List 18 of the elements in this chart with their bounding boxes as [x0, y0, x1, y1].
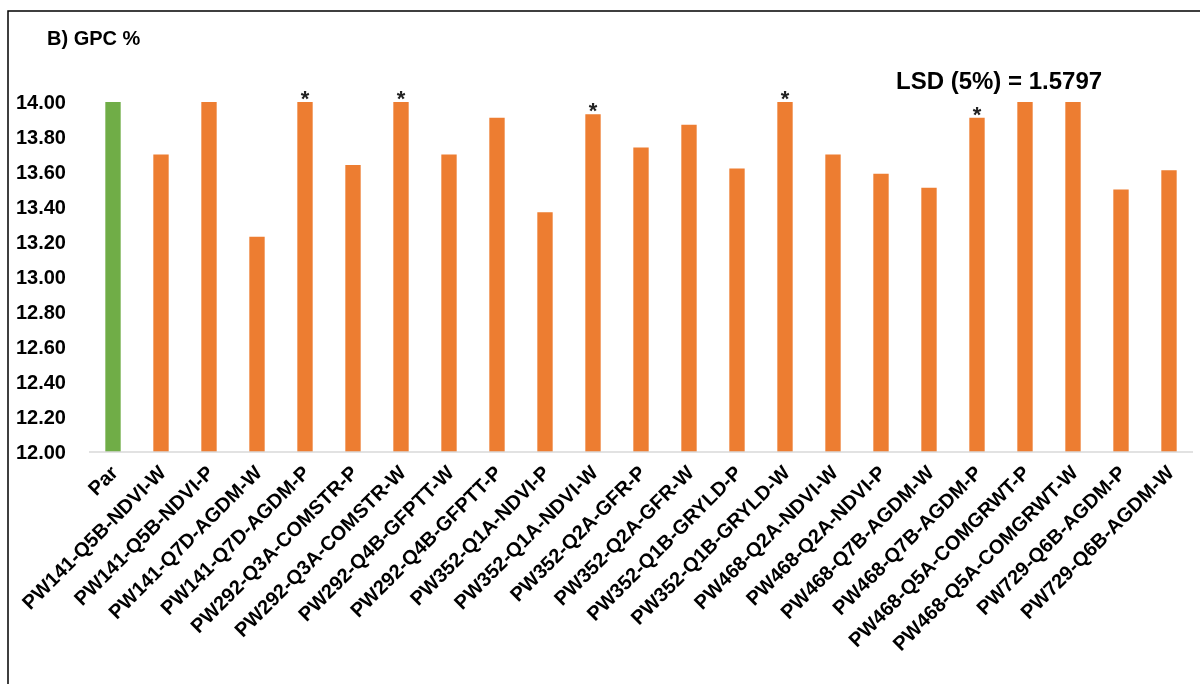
- annotation: *: [588, 98, 598, 124]
- y-tick-label: 13.60: [15, 161, 66, 183]
- y-tick-label: 12.00: [15, 441, 66, 463]
- annotation: *: [396, 86, 406, 111]
- y-tick-label: 13.20: [15, 231, 66, 253]
- chart-title: B) GPC %: [47, 27, 141, 49]
- y-tick-label: 13.00: [15, 266, 66, 288]
- annotation: *: [300, 86, 310, 111]
- text: LSD (5%) = 1.5797: [896, 67, 1103, 94]
- y-tick-label: 12.60: [15, 336, 66, 358]
- y-tick-label: 12.40: [15, 371, 66, 393]
- y-tick-label: 12.20: [15, 406, 66, 428]
- annotation: *: [972, 101, 982, 127]
- y-tick-label: 13.80: [15, 126, 66, 148]
- y-tick-label: 14.00: [15, 91, 66, 113]
- annotation: *: [780, 86, 790, 111]
- y-tick-label: 13.40: [15, 196, 66, 218]
- y-tick-label: 12.80: [15, 301, 66, 323]
